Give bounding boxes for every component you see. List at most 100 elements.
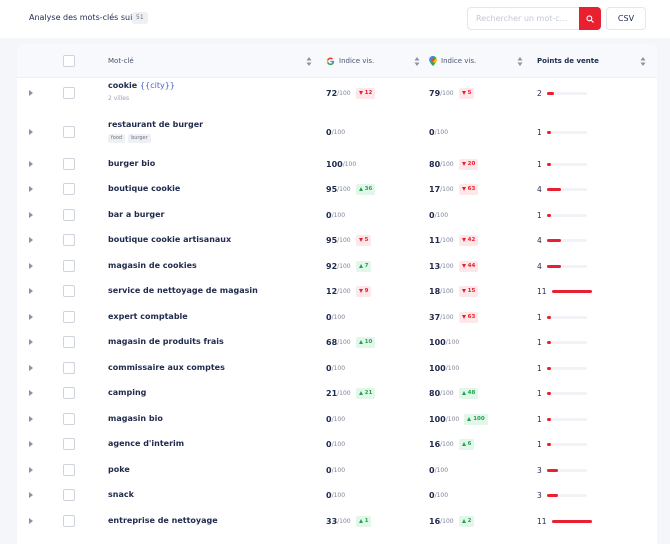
google-visibility-score: 0/100 — [326, 127, 346, 137]
trend-up-badge: 21 — [355, 387, 376, 399]
caret-right-icon[interactable] — [29, 263, 33, 269]
trend-down-badge: 15 — [458, 285, 479, 297]
column-header-maps-index[interactable]: Indice vis. — [429, 44, 476, 78]
caret-right-icon[interactable] — [29, 161, 33, 167]
row-checkbox[interactable] — [63, 126, 75, 138]
search-button[interactable] — [579, 7, 601, 30]
keyword-text[interactable]: boutique cookie artisanaux — [108, 235, 232, 244]
score-denominator: /100 — [445, 415, 460, 423]
points-of-sale-bar — [546, 130, 587, 134]
search-input[interactable] — [467, 7, 579, 30]
caret-right-icon[interactable] — [29, 237, 33, 243]
keyword-text[interactable]: boutique cookie — [108, 184, 181, 193]
points-of-sale-count: 2 — [537, 88, 542, 98]
points-of-sale-cell: 1 — [537, 439, 587, 449]
row-checkbox[interactable] — [63, 260, 75, 272]
csv-export-button[interactable]: CSV — [606, 7, 646, 30]
keyword-text[interactable]: magasin bio — [108, 414, 163, 423]
score-denominator: /100 — [331, 211, 346, 219]
score-denominator: /100 — [331, 313, 346, 321]
arrow-down-icon — [461, 162, 466, 166]
keyword-text[interactable]: commissaire aux comptes — [108, 363, 225, 372]
keyword-text[interactable]: poke — [108, 465, 130, 474]
points-of-sale-count: 1 — [537, 337, 542, 347]
points-of-sale-bar-fill — [546, 468, 558, 472]
row-checkbox[interactable] — [63, 311, 75, 323]
points-of-sale-bar — [546, 213, 587, 217]
row-checkbox[interactable] — [63, 209, 75, 221]
column-header-keyword[interactable]: Mot-clé — [108, 44, 134, 78]
row-checkbox[interactable] — [63, 489, 75, 501]
column-header-points-of-sale[interactable]: Points de vente — [537, 44, 599, 78]
google-visibility-score: 100/100 — [326, 159, 357, 169]
sort-icon[interactable] — [517, 56, 523, 67]
caret-right-icon[interactable] — [29, 467, 33, 473]
score-denominator: /100 — [337, 338, 351, 346]
keyword-text[interactable]: entreprise de nettoyage — [108, 516, 218, 525]
row-checkbox[interactable] — [63, 183, 75, 195]
maps-visibility-score: 80/100 48 — [429, 387, 479, 399]
points-of-sale-bar — [546, 442, 587, 446]
row-checkbox[interactable] — [63, 87, 75, 99]
arrow-down-icon — [461, 187, 466, 191]
keyword-text[interactable]: burger bio — [108, 159, 156, 168]
keyword-text[interactable]: expert comptable — [108, 312, 188, 321]
row-checkbox[interactable] — [63, 234, 75, 246]
row-checkbox[interactable] — [63, 362, 75, 374]
caret-right-icon[interactable] — [29, 492, 33, 498]
column-header-google-index[interactable]: Indice vis. — [326, 44, 374, 78]
keyword-text[interactable]: magasin de produits frais — [108, 337, 224, 346]
points-of-sale-bar — [546, 493, 587, 497]
caret-right-icon[interactable] — [29, 416, 33, 422]
maps-visibility-score: 80/100 20 — [429, 158, 479, 170]
maps-visibility-score: 37/100 63 — [429, 311, 479, 323]
caret-right-icon[interactable] — [29, 390, 33, 396]
row-checkbox[interactable] — [63, 438, 75, 450]
caret-right-icon[interactable] — [29, 518, 33, 524]
points-of-sale-bar — [546, 366, 587, 370]
caret-right-icon[interactable] — [29, 314, 33, 320]
caret-right-icon[interactable] — [29, 288, 33, 294]
keyword-text[interactable]: cookie {{city}} — [108, 81, 175, 90]
search-icon — [586, 14, 594, 23]
sort-icon[interactable] — [414, 56, 420, 67]
caret-right-icon[interactable] — [29, 365, 33, 371]
keyword-text[interactable]: camping — [108, 388, 147, 397]
score-denominator: /100 — [434, 491, 449, 499]
tag-badge: burger — [128, 134, 151, 143]
caret-right-icon[interactable] — [29, 90, 33, 96]
caret-right-icon[interactable] — [29, 441, 33, 447]
keyword-text[interactable]: bar a burger — [108, 210, 165, 219]
keyword-text[interactable]: snack — [108, 490, 134, 499]
maps-visibility-score: 16/100 2 — [429, 515, 475, 527]
keyword-text[interactable]: restaurant de burger — [108, 120, 204, 129]
sort-icon[interactable] — [640, 56, 646, 67]
score-denominator: /100 — [440, 185, 454, 193]
score-denominator: /100 — [440, 89, 454, 97]
row-checkbox[interactable] — [63, 515, 75, 527]
row-checkbox[interactable] — [63, 387, 75, 399]
row-checkbox[interactable] — [63, 464, 75, 476]
arrow-down-icon — [461, 289, 466, 293]
caret-right-icon[interactable] — [29, 129, 33, 135]
row-checkbox[interactable] — [63, 158, 75, 170]
select-all-checkbox[interactable] — [63, 55, 75, 67]
trend-down-badge: 5 — [355, 234, 372, 246]
maps-visibility-score: 0/100 — [429, 127, 449, 137]
score-denominator: /100 — [440, 160, 454, 168]
column-label-google-index: Indice vis. — [339, 57, 375, 65]
column-label-maps-index: Indice vis. — [441, 57, 477, 65]
score-denominator: /100 — [342, 160, 357, 168]
keyword-text[interactable]: agence d'interim — [108, 439, 185, 448]
caret-right-icon[interactable] — [29, 212, 33, 218]
keyword-text[interactable]: service de nettoyage de magasin — [108, 286, 258, 295]
keyword-subtitle: 2 villes — [108, 95, 130, 102]
row-checkbox[interactable] — [63, 285, 75, 297]
caret-right-icon[interactable] — [29, 186, 33, 192]
sort-icon[interactable] — [306, 56, 312, 67]
points-of-sale-bar-fill — [546, 91, 554, 95]
caret-right-icon[interactable] — [29, 339, 33, 345]
row-checkbox[interactable] — [63, 413, 75, 425]
keyword-text[interactable]: magasin de cookies — [108, 261, 197, 270]
row-checkbox[interactable] — [63, 336, 75, 348]
